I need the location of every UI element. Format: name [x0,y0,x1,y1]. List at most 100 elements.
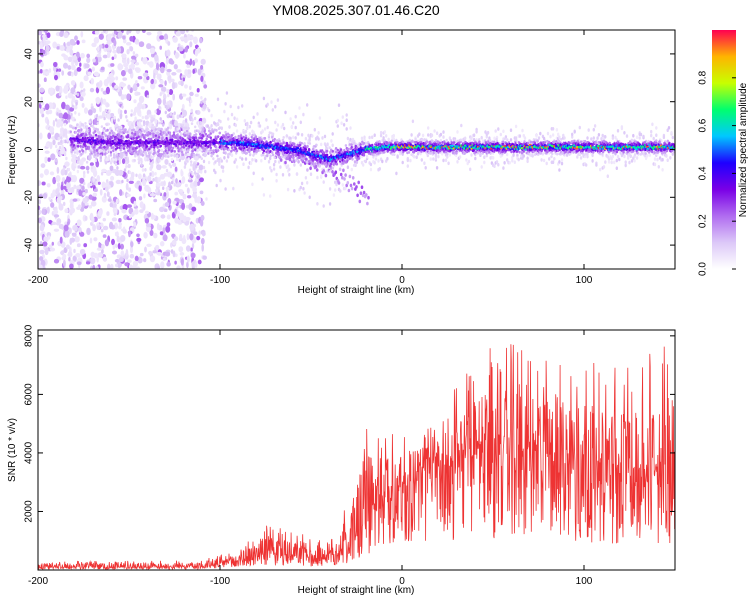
spectrogram-cell [129,245,134,254]
spectrogram-cell [327,162,330,166]
spectrogram-cell [79,144,82,148]
spectrogram-cell [94,133,98,137]
spectrogram-cell [277,160,281,164]
spectrogram-cell [200,237,205,245]
spectrogram-cell [141,105,144,110]
spectrogram-cell [68,227,72,234]
spectrogram-cell [316,202,319,206]
spectrogram-cell [592,127,595,132]
spectrogram-cell [118,225,122,230]
spectrogram-cell [244,129,248,134]
spectrogram-cell [132,128,135,132]
spectrogram-cell [189,210,195,216]
spectrogram-cell [132,122,136,126]
spectrogram-cell [101,181,106,189]
spectrogram-cell [227,117,230,121]
spectrogram-cell [70,80,76,86]
spectrogram-cell [48,196,52,201]
spectrogram-cell [57,136,60,141]
spectrogram-cell [298,156,301,159]
spectrogram-cell [306,103,309,107]
spectrogram-cell [184,118,188,122]
spectrogram-cell [129,35,134,42]
spectrogram-cell [159,66,165,74]
spectrogram-cell [58,109,62,114]
spectrogram-cell [81,123,85,127]
spectrogram-cell [202,127,205,131]
spectrogram-cell [154,54,159,62]
spectrogram-cell [633,158,636,163]
spectrogram-cell [99,105,102,113]
spectrogram-cell [245,151,248,155]
spectrogram-cell [107,103,110,107]
spectrogram-cell [620,126,624,131]
spectrogram-cell [218,126,221,130]
spectrogram-cell [188,176,192,181]
spectrogram-cell [613,160,616,165]
spectrogram-cell [39,132,43,140]
spectrogram-cell [91,136,95,140]
spectrogram-cell [135,173,138,178]
spectrogram-cell [442,158,445,163]
spectrogram-cell [73,104,78,110]
spectrogram-cell [72,255,77,262]
spectrogram-cell [214,145,217,149]
spectrogram-cell [191,206,197,212]
spectrogram-cell [186,149,190,153]
spectrogram-cell [153,146,156,149]
spectrogram-cell [232,132,235,136]
spectrogram-cell [296,147,300,150]
spectrogram-cell [95,96,101,105]
spectrogram-cell [182,193,187,200]
spectrogram-cell [119,234,126,242]
spectrogram-cell [274,159,277,164]
spectrogram-cell [56,107,59,112]
spectrogram-cell [134,38,140,45]
spectrogram-cell [151,214,156,220]
spectrogram-cell [130,62,135,70]
spectrogram-cell [328,187,332,191]
spectrogram-cell [125,41,132,46]
spectrogram-cell [109,153,113,157]
spectrogram-cell [548,157,551,161]
spectrogram-cell [362,141,366,145]
spectrogram-cell [657,165,660,169]
spectrogram-cell [251,133,254,137]
spectrogram-cell [106,191,110,198]
spectrogram-cell [77,165,81,169]
spectrogram-cell [249,161,253,165]
spectrogram-cell [189,91,194,97]
spectrogram-cell [274,104,277,109]
spectrogram-cell [297,160,300,164]
spectrogram-cell [293,142,296,146]
spectrogram-cell [72,126,75,130]
spectrogram-cell [183,53,186,59]
spectrogram-cell [197,47,201,54]
spectrogram-cell [109,151,113,154]
spectrogram-cell [191,113,194,117]
spectrogram-cell [161,86,167,93]
spectrogram-cell [423,161,426,165]
spectrogram-cell [176,265,181,269]
spectrogram-cell [154,109,157,114]
spectrogram-cell [70,64,76,71]
spectrogram-cell [63,139,68,144]
spectrogram-cell [100,97,103,105]
spectrogram-cell [125,182,129,191]
spectrogram-cell [252,115,255,120]
spectrogram-cell [276,123,280,127]
spectrogram-cell [531,154,534,158]
spectrogram-cell [186,255,190,263]
spectrogram-cell [76,123,79,127]
spectrogram-cell [92,108,97,114]
spectrogram-cell [98,80,103,88]
spectrogram-cell [140,159,143,164]
spectrogram-cell [168,181,171,187]
spectrogram-cell [163,131,167,134]
spectrogram-cell [214,170,217,175]
spectrogram-cell [194,93,199,97]
spectrogram-cell [55,174,61,183]
spectrogram-cell [169,123,173,130]
spectrogram-cell [349,126,352,130]
spectrogram-cell [346,136,350,141]
